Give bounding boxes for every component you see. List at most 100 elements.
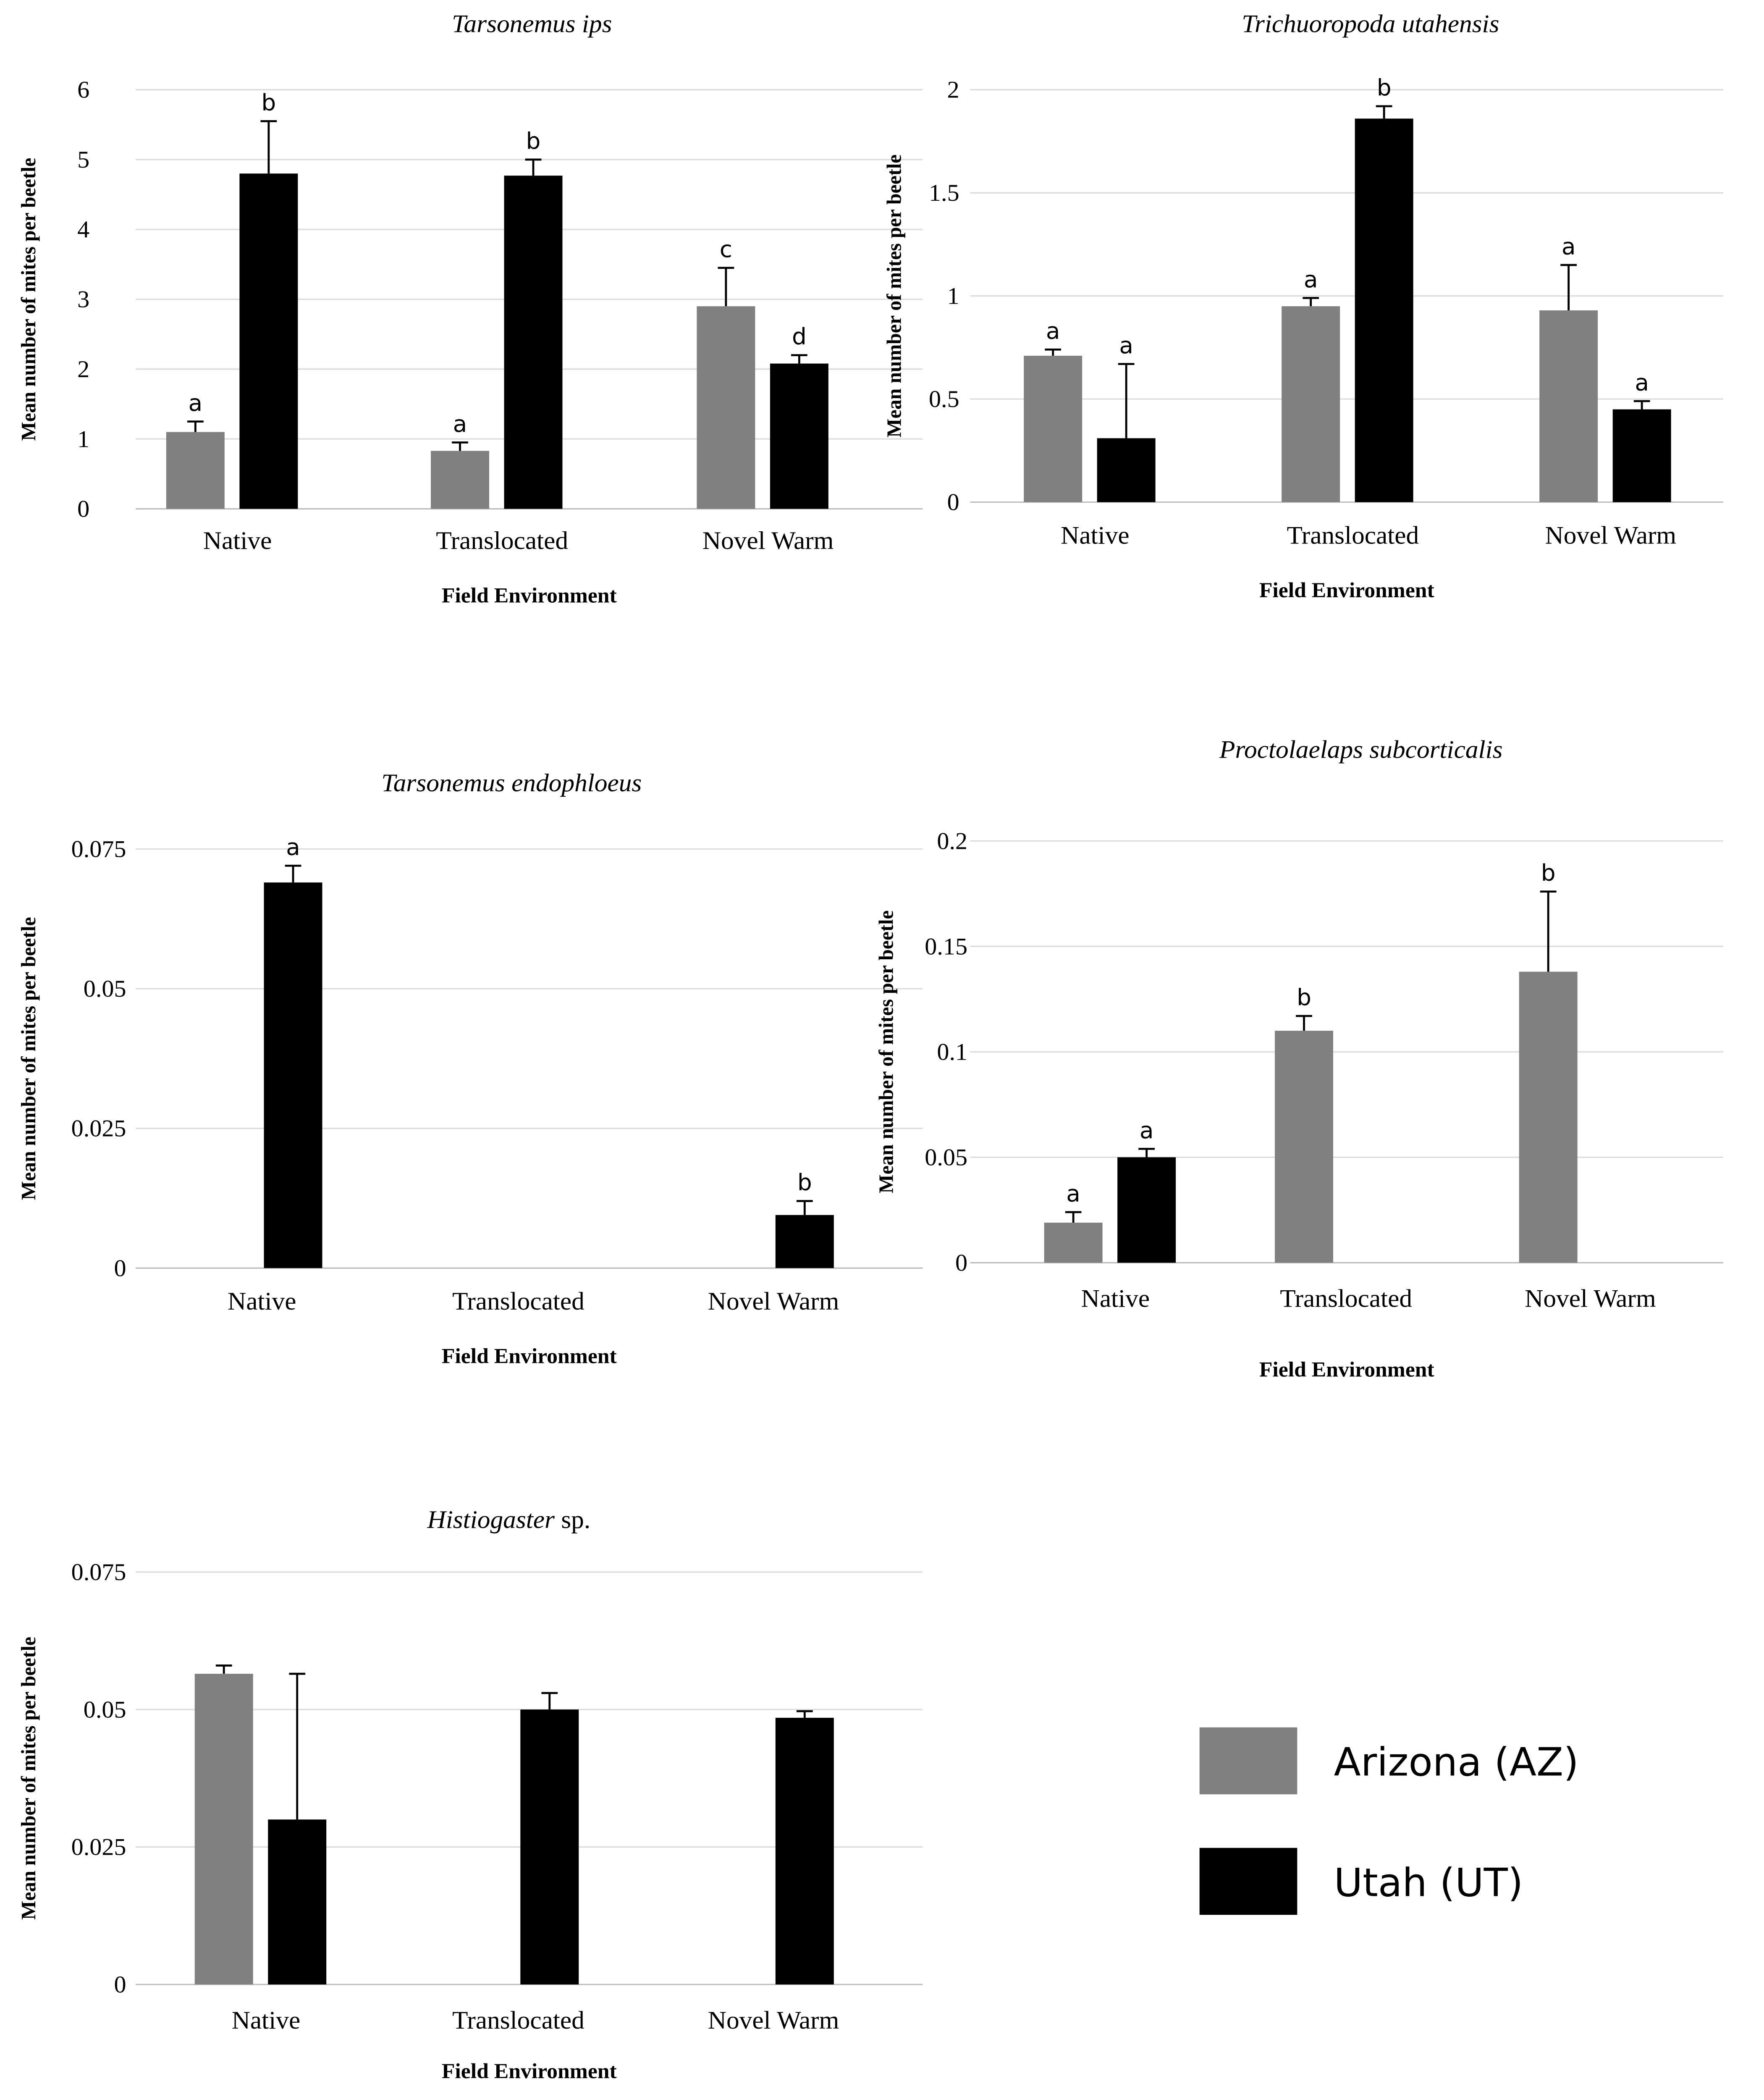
bar bbox=[1024, 355, 1083, 502]
bar bbox=[697, 306, 755, 509]
chart-panel: 0 0.025 0.05 0.075 Histiogaster sp. Native Tra… bbox=[18, 1506, 923, 2083]
y-tick-label: 0 bbox=[955, 1250, 967, 1276]
legend-label-utah: Utah (UT) bbox=[1334, 1860, 1523, 1905]
bar bbox=[775, 1215, 834, 1268]
bar bbox=[520, 1709, 579, 1984]
y-tick-label: 3 bbox=[77, 286, 89, 313]
significance-letter: c bbox=[720, 236, 732, 263]
x-tick-label: Novel Warm bbox=[708, 1287, 839, 1315]
bar bbox=[775, 1717, 834, 1984]
legend-swatch-arizona bbox=[1199, 1727, 1297, 1795]
y-axis-label: Mean number of mites per beetle bbox=[18, 1637, 40, 1920]
x-tick-label: Novel Warm bbox=[1545, 522, 1676, 550]
x-tick-label: Native bbox=[1061, 522, 1130, 550]
significance-letter: a bbox=[453, 410, 467, 437]
significance-letter: b bbox=[1297, 984, 1311, 1011]
y-tick-label: 1 bbox=[947, 283, 959, 310]
significance-letter: a bbox=[1119, 332, 1133, 359]
y-tick-label: 0.2 bbox=[937, 828, 967, 855]
y-tick-label: 5 bbox=[77, 147, 89, 173]
significance-letter: a bbox=[1140, 1117, 1154, 1144]
y-tick-label: 0.05 bbox=[84, 976, 126, 1002]
legend: Arizona (AZ) Utah (UT) bbox=[1199, 1727, 1579, 1915]
y-tick-label: 0 bbox=[947, 489, 959, 516]
y-tick-label: 0 bbox=[77, 496, 89, 522]
bar bbox=[770, 363, 828, 509]
y-tick-label: 0.05 bbox=[84, 1697, 126, 1723]
y-tick-label: 0.05 bbox=[925, 1144, 967, 1171]
x-tick-label: Translocated bbox=[1280, 1285, 1412, 1313]
significance-letter: d bbox=[792, 323, 807, 350]
bar bbox=[431, 451, 489, 509]
y-axis-label: Mean number of mites per beetle bbox=[883, 155, 905, 438]
chart-panel: 0 0.025 0.05 0.075 Tarsonemus endophloeus Nat… bbox=[18, 769, 923, 1368]
significance-letter: a bbox=[1562, 233, 1576, 260]
x-tick-label: Translocated bbox=[452, 2007, 585, 2035]
y-tick-label: 0.025 bbox=[71, 1116, 126, 1142]
chart-panel: 0 0.05 0.1 0.15 0.2 Proctolaelaps subcortical… bbox=[875, 736, 1724, 1382]
chart-title: Tarsonemus endophloeus bbox=[381, 769, 642, 798]
y-tick-label: 0 bbox=[114, 1971, 126, 1998]
bar bbox=[1275, 1031, 1333, 1263]
significance-letter: a bbox=[286, 834, 300, 861]
chart-title-suffix: sp. bbox=[555, 1506, 590, 1534]
significance-letter: b bbox=[526, 128, 541, 155]
x-tick-label: Native bbox=[228, 1287, 296, 1315]
significance-letter: a bbox=[1635, 369, 1649, 396]
y-tick-label: 2 bbox=[77, 356, 89, 383]
legend-swatch-utah bbox=[1199, 1848, 1297, 1915]
bar bbox=[1044, 1223, 1103, 1263]
y-tick-label: 0 bbox=[114, 1255, 126, 1282]
x-tick-label: Novel Warm bbox=[708, 2007, 839, 2035]
bar bbox=[1282, 306, 1340, 502]
bar bbox=[1612, 409, 1671, 502]
chart-title: Tarsonemus ips bbox=[452, 10, 612, 38]
significance-letter: b bbox=[261, 89, 276, 116]
y-tick-label: 0.1 bbox=[937, 1039, 967, 1066]
significance-letter: b bbox=[797, 1169, 812, 1196]
significance-letter: a bbox=[1066, 1180, 1080, 1207]
bar bbox=[239, 173, 298, 509]
y-tick-label: 0.075 bbox=[71, 1559, 126, 1586]
bar bbox=[1539, 310, 1598, 502]
chart-title: Trichuoropoda utahensis bbox=[1242, 10, 1499, 38]
y-axis-label: Mean number of mites per beetle bbox=[875, 910, 897, 1193]
x-tick-label: Translocated bbox=[436, 527, 568, 555]
bar bbox=[194, 1674, 253, 1984]
significance-letter: b bbox=[1377, 74, 1392, 101]
chart-title: Histiogaster sp. bbox=[427, 1506, 590, 1534]
significance-letter: a bbox=[1304, 266, 1318, 293]
significance-letter: a bbox=[1046, 318, 1060, 344]
y-tick-label: 0.15 bbox=[925, 934, 967, 960]
bar bbox=[1355, 118, 1413, 502]
x-tick-label: Native bbox=[232, 2007, 301, 2035]
y-axis-label: Mean number of mites per beetle bbox=[18, 158, 40, 441]
bar bbox=[1519, 971, 1578, 1263]
bar bbox=[166, 432, 225, 509]
x-axis-label: Field Environment bbox=[442, 584, 617, 608]
chart-title: Proctolaelaps subcorticalis bbox=[1219, 736, 1503, 764]
x-tick-label: Native bbox=[1081, 1285, 1150, 1313]
y-tick-label: 1 bbox=[77, 426, 89, 453]
y-tick-label: 4 bbox=[77, 217, 89, 243]
x-tick-label: Native bbox=[203, 527, 272, 555]
bar bbox=[1117, 1157, 1176, 1263]
bar bbox=[504, 176, 563, 509]
x-tick-label: Translocated bbox=[452, 1287, 585, 1315]
y-axis-label: Mean number of mites per beetle bbox=[18, 917, 40, 1200]
x-axis-label: Field Environment bbox=[1259, 578, 1434, 602]
bar bbox=[268, 1819, 327, 1984]
chart-panel: 0 1 2 3 4 5 6 Tarsonemus ips Native Translocated N… bbox=[18, 10, 923, 608]
bar bbox=[264, 882, 322, 1268]
x-tick-label: Novel Warm bbox=[1525, 1285, 1656, 1313]
y-tick-label: 0.5 bbox=[929, 386, 959, 413]
significance-letter: a bbox=[189, 389, 203, 416]
y-tick-label: 6 bbox=[77, 77, 89, 103]
y-tick-label: 0.025 bbox=[71, 1834, 126, 1861]
x-tick-label: Novel Warm bbox=[702, 527, 834, 555]
bar bbox=[1097, 438, 1156, 502]
x-axis-label: Field Environment bbox=[1259, 1358, 1434, 1382]
chart-panel: 0 0.5 1 1.5 2 Trichuoropoda utahensis Native Tr… bbox=[883, 10, 1724, 602]
x-tick-label: Translocated bbox=[1287, 522, 1419, 550]
y-tick-label: 1.5 bbox=[929, 180, 959, 207]
